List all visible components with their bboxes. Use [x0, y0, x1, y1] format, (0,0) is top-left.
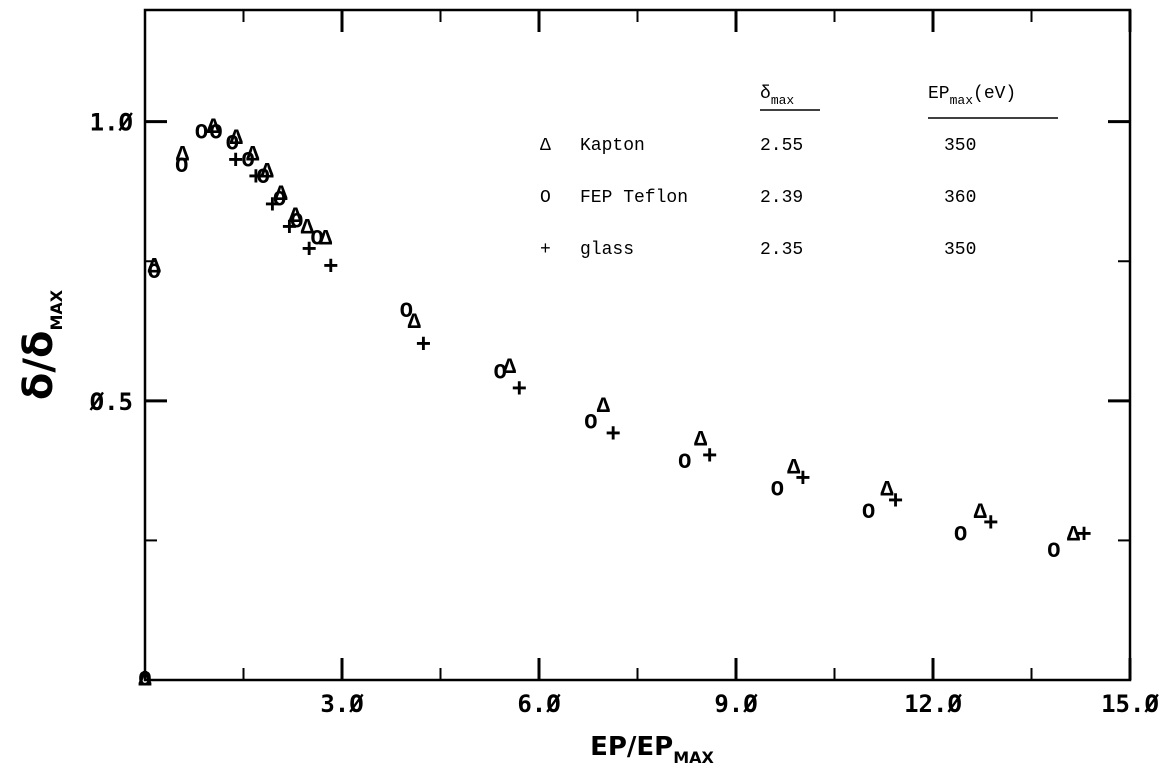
point-fep-teflon: O [494, 360, 507, 385]
point-fep-teflon: O [209, 120, 222, 145]
point-fep-teflon: O [584, 411, 597, 436]
point-kapton: Δ [289, 204, 303, 229]
point-glass: + [605, 419, 621, 449]
legend-delta-max: 2.35 [760, 240, 803, 260]
y-tick-label: 1.Ø [90, 109, 134, 137]
x-tick-label: 6.Ø [517, 690, 561, 718]
x-axis-label-sub: MAX [673, 748, 714, 767]
legend-symbol: O [540, 188, 551, 208]
point-fep-teflon: O [241, 148, 254, 173]
point-glass: + [416, 330, 432, 360]
legend-ep-max: 350 [944, 240, 976, 260]
legend-header-ep-unit: (eV) [973, 84, 1016, 104]
legend-material: FEP Teflon [580, 188, 688, 208]
point-glass: + [702, 442, 718, 472]
point-kapton: Δ [1067, 522, 1081, 547]
point-glass: + [983, 509, 999, 539]
point-fep-teflon: O [175, 154, 188, 179]
legend-header-ep-sub: max [950, 93, 974, 108]
x-tick-label: 15.Ø [1101, 690, 1159, 718]
point-kapton: Δ [974, 500, 988, 525]
y-axis-label-sub: MAX [47, 289, 66, 330]
legend-header-ep-main: EP [928, 84, 950, 104]
point-kapton: Δ [503, 355, 517, 380]
point-fep-teflon: O [226, 132, 239, 157]
point-glass: + [795, 464, 811, 494]
y-axis-label: δ/δMAX [16, 289, 66, 400]
point-fep-teflon: O [290, 210, 303, 235]
point-fep-teflon: O [400, 299, 413, 324]
point-glass: + [228, 146, 244, 176]
point-kapton: Δ [597, 394, 611, 419]
point-kapton: Δ [261, 159, 275, 184]
point-kapton: Δ [176, 143, 190, 168]
point-glass: + [265, 190, 281, 220]
point-kapton: Δ [301, 215, 315, 240]
x-axis-label-main: EP/EP [590, 732, 673, 762]
axis-ticks [145, 10, 1132, 680]
point-kapton: Δ [230, 126, 244, 151]
point-kapton: Δ [207, 115, 221, 140]
legend: δmax EPmax(eV) Δ Kapton 2.55 350 O FEP T… [540, 84, 1058, 260]
legend-row-kapton: Δ Kapton 2.55 350 [540, 136, 976, 156]
point-fep-teflon: O [257, 165, 270, 190]
point-kapton: Δ [246, 143, 260, 168]
plot-frame [143, 8, 1132, 682]
point-glass: + [248, 163, 264, 193]
legend-material: glass [580, 240, 634, 260]
y-tick-label: Ø.5 [89, 388, 133, 416]
point-glass: + [511, 375, 527, 405]
x-tick-label: 3.Ø [320, 690, 364, 718]
legend-header-delta: δmax [760, 84, 794, 108]
y-axis-label-main: δ/δ [16, 331, 62, 401]
point-fep-teflon: O [954, 522, 967, 547]
legend-delta-max: 2.55 [760, 136, 803, 156]
legend-row-fep-teflon: O FEP Teflon 2.39 360 [540, 188, 976, 208]
point-fep-teflon: O [138, 668, 151, 693]
legend-ep-max: 360 [944, 188, 976, 208]
point-glass: + [1076, 520, 1092, 550]
legend-ep-max: 350 [944, 136, 976, 156]
legend-row-glass: + glass 2.35 350 [540, 240, 976, 260]
legend-material: Kapton [580, 136, 645, 156]
point-fep-teflon: O [1047, 539, 1060, 564]
legend-delta-max: 2.39 [760, 188, 803, 208]
point-kapton: Δ [408, 310, 422, 335]
point-kapton: Δ [319, 226, 333, 251]
legend-symbol: + [540, 240, 551, 260]
point-fep-teflon: O [310, 226, 323, 251]
legend-header-ep: EPmax(eV) [928, 84, 1016, 108]
point-glass: + [323, 252, 339, 282]
x-axis-label: EP/EPMAX [590, 732, 714, 767]
legend-symbol: Δ [540, 136, 551, 156]
point-fep-teflon: O [862, 500, 875, 525]
point-kapton: Δ [694, 427, 708, 452]
point-kapton: Δ [148, 254, 162, 279]
point-glass: + [888, 486, 904, 516]
point-fep-teflon: O [678, 450, 691, 475]
x-tick-label: 9.Ø [714, 690, 758, 718]
point-glass: + [282, 213, 298, 243]
legend-header-delta-symbol: δ [760, 84, 771, 104]
point-glass: + [301, 235, 317, 265]
x-tick-label: 12.Ø [904, 690, 962, 718]
point-fep-teflon: O [148, 260, 161, 285]
point-kapton: Δ [138, 668, 152, 693]
point-fep-teflon: O [195, 120, 208, 145]
point-kapton: Δ [787, 455, 801, 480]
axis-tick-labels: 3.Ø 6.Ø 9.Ø 12.Ø 15.Ø 1.Ø Ø.5 [89, 109, 1160, 718]
point-fep-teflon: O [273, 187, 286, 212]
point-fep-teflon: O [771, 478, 784, 503]
point-kapton: Δ [880, 478, 894, 503]
legend-header-delta-sub: max [771, 93, 795, 108]
point-kapton: Δ [274, 182, 288, 207]
